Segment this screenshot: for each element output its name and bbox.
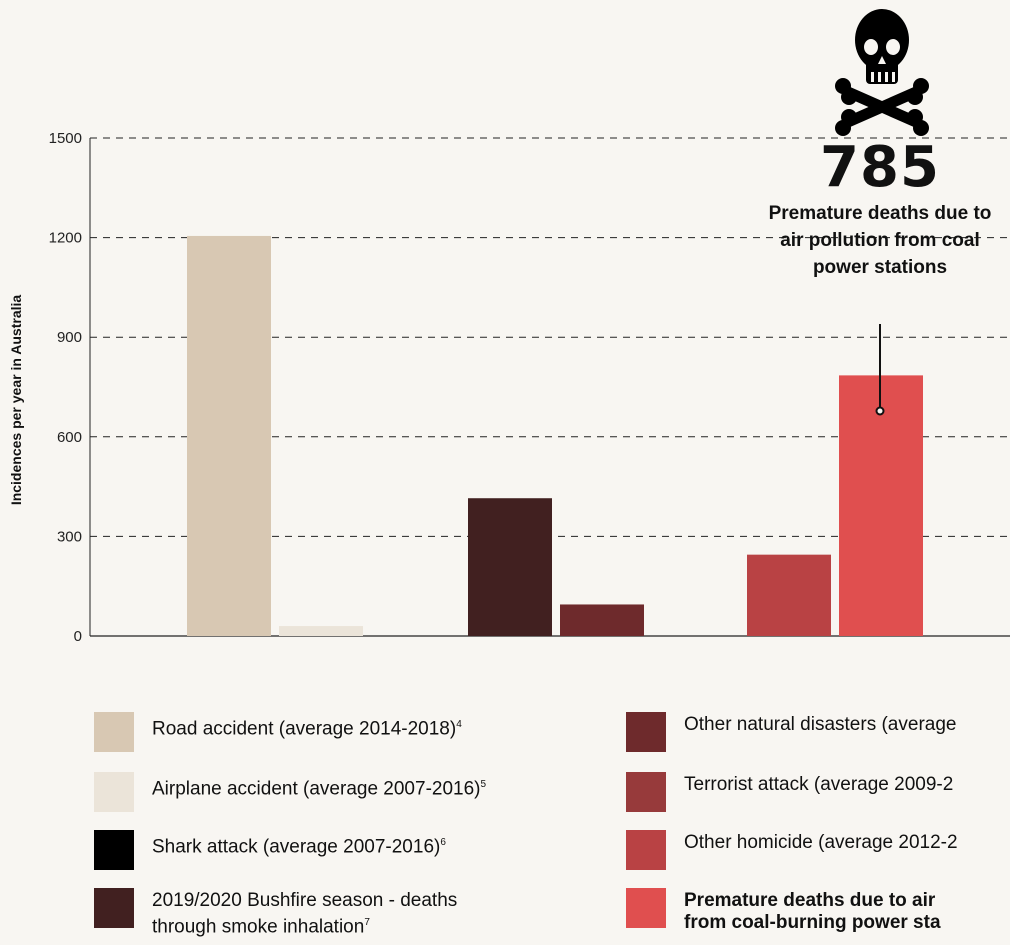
legend-swatch [626, 712, 666, 752]
y-tick-label: 1200 [49, 230, 82, 247]
y-axis-ticks: 0 300 600 900 1200 1500 [49, 130, 82, 645]
callout-value: 785 [820, 135, 940, 200]
legend-label: Other homicide (average 2012-2 [684, 832, 958, 853]
legend-label: Airplane accident (average 2007-2016)5 [152, 778, 487, 800]
bar [468, 498, 552, 636]
y-tick-label: 600 [57, 429, 82, 446]
legend-swatch [94, 830, 134, 870]
legend-swatch [94, 712, 134, 752]
skull-crossbones-icon [835, 9, 929, 136]
callout-text: Premature deaths due to air pollution fr… [768, 203, 992, 278]
legend-item: Terrorist attack (average 2009-2 [626, 772, 953, 812]
legend-swatch [94, 772, 134, 812]
legend-item: 2019/2020 Bushfire season - deaths throug… [94, 888, 457, 938]
legend-label: Premature deaths due to air from coal-bur… [684, 890, 941, 933]
y-axis-title: Incidences per year in Australia [8, 294, 24, 506]
y-tick-label: 0 [74, 628, 82, 645]
legend-swatch [626, 772, 666, 812]
bars [187, 235, 923, 636]
callout-leader [875, 324, 885, 416]
bar [279, 626, 363, 636]
legend-item: Airplane accident (average 2007-2016)5 [94, 772, 486, 812]
y-tick-label: 900 [57, 329, 82, 346]
legend-label: Shark attack (average 2007-2016)6 [152, 836, 446, 858]
y-tick-label: 1500 [49, 130, 82, 147]
legend-swatch [626, 830, 666, 870]
legend-label: Terrorist attack (average 2009-2 [684, 774, 954, 795]
legend-item: Shark attack (average 2007-2016)6 [94, 830, 446, 870]
bar [560, 604, 644, 636]
legend-swatch [94, 888, 134, 928]
legend-item: Other natural disasters (average [626, 712, 956, 752]
bar-chart: 0 300 600 900 1200 1500 [49, 9, 1010, 645]
legend-swatch [626, 888, 666, 928]
legend-item: Premature deaths due to air from coal-bur… [626, 888, 941, 934]
y-tick-label: 300 [57, 528, 82, 545]
bar [839, 375, 923, 636]
bar [187, 235, 271, 636]
legend-label: Road accident (average 2014-2018)4 [152, 718, 462, 740]
legend-item: Road accident (average 2014-2018)4 [94, 712, 462, 752]
legend-label: 2019/2020 Bushfire season - deaths throug… [152, 890, 458, 938]
bar [747, 554, 831, 636]
legend-item: Other homicide (average 2012-2 [626, 830, 958, 870]
legend-label: Other natural disasters (average [684, 714, 957, 735]
